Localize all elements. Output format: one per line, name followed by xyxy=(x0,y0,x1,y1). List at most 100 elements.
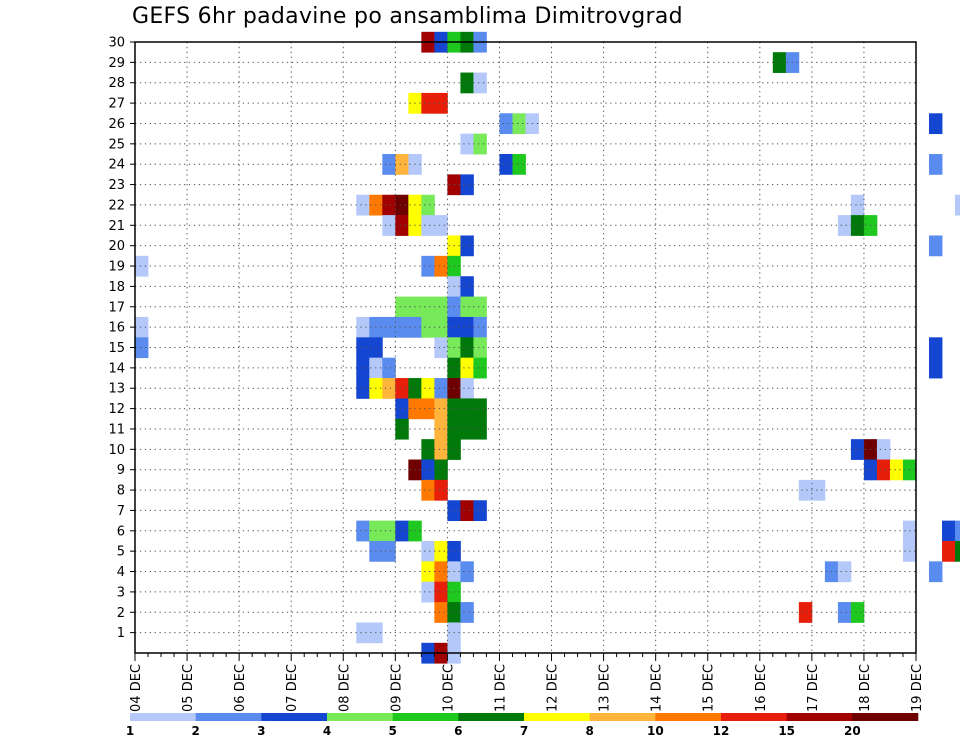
x-tick-label: 15 DEC xyxy=(702,664,717,712)
heatmap-cell xyxy=(434,316,448,338)
y-tick-label: 19 xyxy=(108,260,125,275)
heatmap-cell xyxy=(850,439,865,460)
heatmap-cell xyxy=(395,296,409,318)
heatmap-cell xyxy=(460,398,474,420)
y-tick-label: 3 xyxy=(117,585,125,600)
colorbar-label: 2 xyxy=(191,724,199,738)
heatmap-cell xyxy=(473,72,487,94)
heatmap-cell xyxy=(434,581,448,603)
heatmap-cell xyxy=(889,459,904,481)
heatmap-cell xyxy=(395,418,409,440)
colorbar-swatch xyxy=(524,713,590,721)
heatmap-cell xyxy=(473,357,487,379)
heatmap-cell xyxy=(382,154,396,175)
heatmap-cell xyxy=(434,459,448,481)
heatmap-cell xyxy=(460,72,474,94)
colorbar-swatch xyxy=(130,713,196,721)
heatmap-cell xyxy=(356,316,370,338)
x-tick-label: 04 DEC xyxy=(129,664,144,712)
colorbar: 1 2 3 4 5 6 7 8 10 12 15 20 xyxy=(126,713,919,738)
x-tick-label: 07 DEC xyxy=(285,664,300,712)
heatmap-cell xyxy=(473,296,487,318)
colorbar-swatch xyxy=(195,713,262,721)
heatmap-cell xyxy=(434,418,448,440)
heatmap-cell xyxy=(772,52,787,73)
heatmap-cell xyxy=(434,398,448,420)
heatmap-cell xyxy=(850,215,865,236)
y-tick-label: 2 xyxy=(117,606,125,621)
y-tick-label: 10 xyxy=(108,443,125,458)
heatmap-cell xyxy=(460,357,474,379)
heatmap-cell xyxy=(798,602,813,623)
heatmap-cell xyxy=(421,316,435,338)
y-tick-label: 15 xyxy=(108,341,125,356)
x-tick-label: 06 DEC xyxy=(233,664,248,712)
y-tick-label: 28 xyxy=(108,76,125,91)
heatmap-cell xyxy=(421,459,435,481)
heatmap-cell xyxy=(382,378,396,399)
heatmap-cell xyxy=(421,296,435,318)
heatmap-cell xyxy=(473,500,487,522)
heatmap-cell xyxy=(356,622,370,644)
colorbar-swatch xyxy=(261,713,328,721)
heatmap-cell xyxy=(434,215,448,236)
heatmap-cell xyxy=(421,255,435,277)
chart-title: GEFS 6hr padavine po ansamblima Dimitrov… xyxy=(132,4,683,29)
heatmap-cell xyxy=(395,154,409,175)
heatmap-cell xyxy=(434,337,448,359)
heatmap-cell xyxy=(512,154,526,175)
heatmap-cell xyxy=(473,418,487,440)
y-axis: 1234567891011121314151617181920212223242… xyxy=(108,36,135,641)
colorbar-label: 12 xyxy=(713,724,730,738)
colorbar-swatch xyxy=(852,713,919,721)
x-tick-label: 17 DEC xyxy=(806,664,821,712)
x-tick-label: 05 DEC xyxy=(181,664,196,712)
y-tick-label: 22 xyxy=(108,198,125,213)
y-tick-label: 7 xyxy=(117,504,125,519)
heatmap-cell xyxy=(955,194,960,216)
heatmap-cell xyxy=(421,215,435,236)
heatmap-cell xyxy=(460,418,474,440)
y-tick-label: 23 xyxy=(108,178,125,193)
heatmap-cell xyxy=(850,194,865,216)
colorbar-swatch xyxy=(655,713,722,721)
x-tick-label: 16 DEC xyxy=(754,664,769,712)
x-tick-label: 12 DEC xyxy=(546,664,561,712)
colorbar-label: 1 xyxy=(126,724,134,738)
heatmap-cell xyxy=(356,378,370,399)
y-tick-label: 24 xyxy=(108,158,125,173)
heatmap-cell xyxy=(434,479,448,501)
heatmap-cell xyxy=(434,378,448,399)
colorbar-label: 15 xyxy=(778,724,795,738)
y-tick-label: 1 xyxy=(117,626,125,641)
y-tick-label: 26 xyxy=(108,117,125,132)
y-tick-label: 27 xyxy=(108,97,125,112)
y-tick-label: 13 xyxy=(108,382,125,397)
heatmap-cell xyxy=(798,479,813,501)
heatmap-cell xyxy=(395,194,409,216)
heatmap-cell xyxy=(460,133,474,155)
y-tick-label: 9 xyxy=(117,463,125,478)
heatmap-cell xyxy=(421,540,435,562)
heatmap-cell xyxy=(434,296,448,318)
y-tick-label: 30 xyxy=(108,36,125,51)
heatmap-cell xyxy=(434,540,448,562)
x-tick-label: 18 DEC xyxy=(858,664,873,712)
y-tick-label: 18 xyxy=(108,280,125,295)
colorbar-swatch xyxy=(589,713,656,721)
heatmap-cell xyxy=(876,459,891,481)
heatmap-cell xyxy=(837,602,852,623)
heatmap-cell xyxy=(395,316,409,338)
heatmap-cell xyxy=(460,316,474,338)
colorbar-swatch xyxy=(786,713,853,721)
heatmap-cell xyxy=(929,235,943,257)
y-tick-label: 17 xyxy=(108,300,125,315)
colorbar-label: 7 xyxy=(520,724,528,738)
heatmap-cell xyxy=(382,357,396,379)
x-tick-label: 10 DEC xyxy=(441,664,456,712)
x-tick-label: 08 DEC xyxy=(337,664,352,712)
y-tick-label: 20 xyxy=(108,239,125,254)
heatmap-cell xyxy=(942,520,956,542)
heatmap-cell xyxy=(382,540,396,562)
